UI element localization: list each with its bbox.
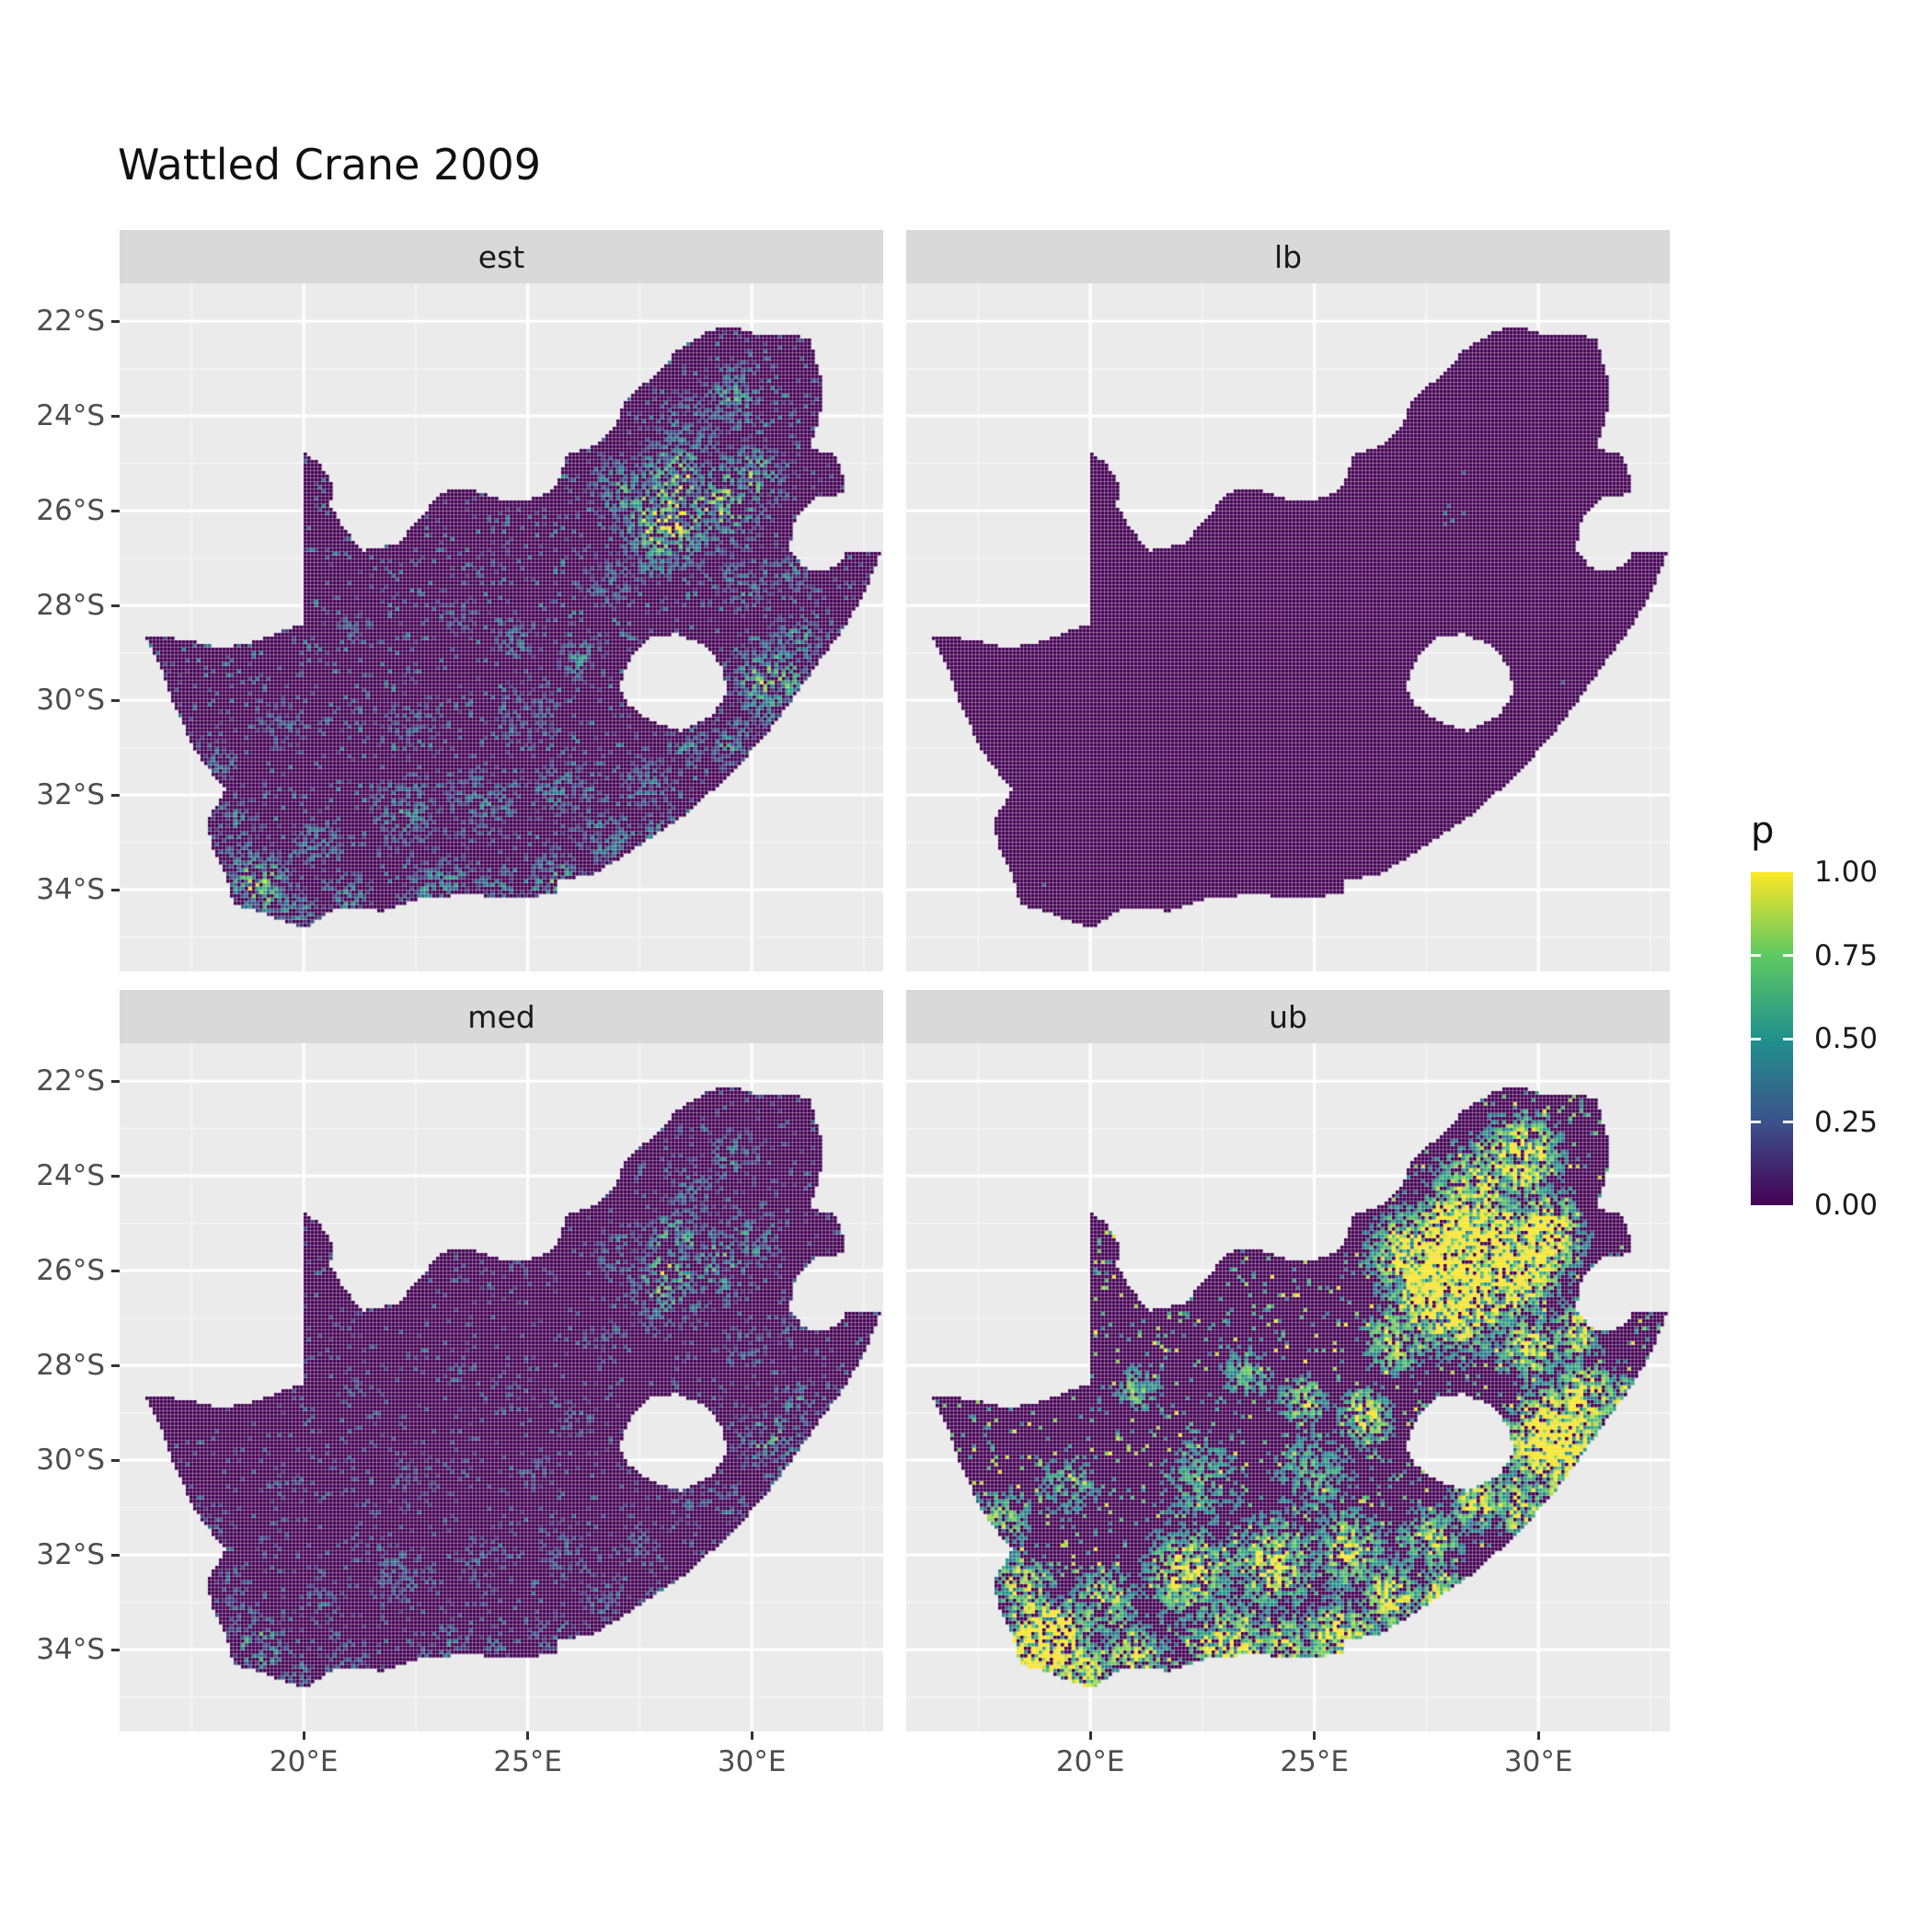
y-tick-mark bbox=[111, 414, 120, 418]
colorbar-tick bbox=[1751, 954, 1761, 957]
facet-strip-est: est bbox=[120, 230, 883, 283]
y-tick-label: 30°S bbox=[36, 684, 105, 718]
y-tick-label: 28°S bbox=[36, 589, 105, 623]
y-tick-label: 22°S bbox=[36, 1064, 105, 1098]
y-tick-mark bbox=[111, 1648, 120, 1651]
colorbar-tick bbox=[1783, 1037, 1793, 1041]
x-tick-label: 20°E bbox=[269, 1745, 339, 1778]
y-tick-mark bbox=[111, 319, 120, 323]
x-tick-mark bbox=[750, 1731, 753, 1740]
legend-label: 0.25 bbox=[1814, 1105, 1879, 1139]
plot-title: Wattled Crane 2009 bbox=[118, 140, 542, 190]
x-tick-label: 30°E bbox=[1503, 1745, 1573, 1778]
x-tick-mark bbox=[526, 1731, 530, 1740]
facet-strip-lb: lb bbox=[906, 230, 1670, 283]
legend-label: 1.00 bbox=[1814, 856, 1879, 889]
facet-strip-label: lb bbox=[1273, 238, 1303, 275]
x-tick-mark bbox=[302, 1731, 305, 1740]
facet-strip-label: ub bbox=[1269, 998, 1307, 1035]
legend-title: p bbox=[1751, 810, 1775, 852]
y-tick-mark bbox=[111, 1458, 120, 1462]
y-tick-mark bbox=[111, 1269, 120, 1272]
y-tick-label: 32°S bbox=[36, 778, 105, 812]
x-tick-label: 20°E bbox=[1055, 1745, 1125, 1778]
map-panel-lb bbox=[906, 283, 1670, 972]
y-tick-mark bbox=[111, 604, 120, 607]
y-tick-label: 26°S bbox=[36, 494, 105, 528]
map-panel-est bbox=[120, 283, 883, 972]
y-tick-label: 24°S bbox=[36, 399, 105, 433]
colorbar-tick bbox=[1751, 1037, 1761, 1041]
y-tick-label: 28°S bbox=[36, 1349, 105, 1383]
map-panel-ub bbox=[906, 1043, 1670, 1731]
colorbar-tick bbox=[1783, 1121, 1793, 1123]
y-tick-label: 34°S bbox=[36, 1633, 105, 1667]
y-tick-mark bbox=[111, 1553, 120, 1557]
facet-strip-med: med bbox=[120, 990, 883, 1043]
x-tick-mark bbox=[1313, 1731, 1317, 1740]
x-tick-label: 30°E bbox=[717, 1745, 787, 1778]
x-tick-label: 25°E bbox=[1280, 1745, 1349, 1778]
y-tick-label: 24°S bbox=[36, 1159, 105, 1193]
y-tick-mark bbox=[111, 1079, 120, 1083]
y-tick-mark bbox=[111, 793, 120, 797]
x-tick-label: 25°E bbox=[493, 1745, 562, 1778]
y-tick-mark bbox=[111, 1174, 120, 1178]
y-tick-mark bbox=[111, 509, 120, 512]
y-tick-label: 34°S bbox=[36, 873, 105, 907]
facet-strip-label: est bbox=[477, 238, 525, 275]
facet-strip-label: med bbox=[467, 998, 535, 1035]
legend-label: 0.50 bbox=[1814, 1022, 1879, 1055]
x-tick-mark bbox=[1088, 1731, 1092, 1740]
y-tick-mark bbox=[111, 1363, 120, 1367]
y-tick-label: 30°S bbox=[36, 1443, 105, 1478]
legend-label: 0.00 bbox=[1814, 1189, 1879, 1222]
x-tick-mark bbox=[1536, 1731, 1540, 1740]
y-tick-label: 22°S bbox=[36, 305, 105, 339]
y-tick-label: 32°S bbox=[36, 1538, 105, 1572]
facet-strip-ub: ub bbox=[906, 990, 1670, 1043]
y-tick-mark bbox=[111, 888, 120, 891]
y-tick-mark bbox=[111, 698, 120, 702]
colorbar-tick bbox=[1783, 954, 1793, 957]
map-panel-med bbox=[120, 1043, 883, 1731]
y-tick-label: 26°S bbox=[36, 1254, 105, 1288]
legend-label: 0.75 bbox=[1814, 938, 1879, 972]
colorbar-tick bbox=[1751, 1121, 1761, 1123]
